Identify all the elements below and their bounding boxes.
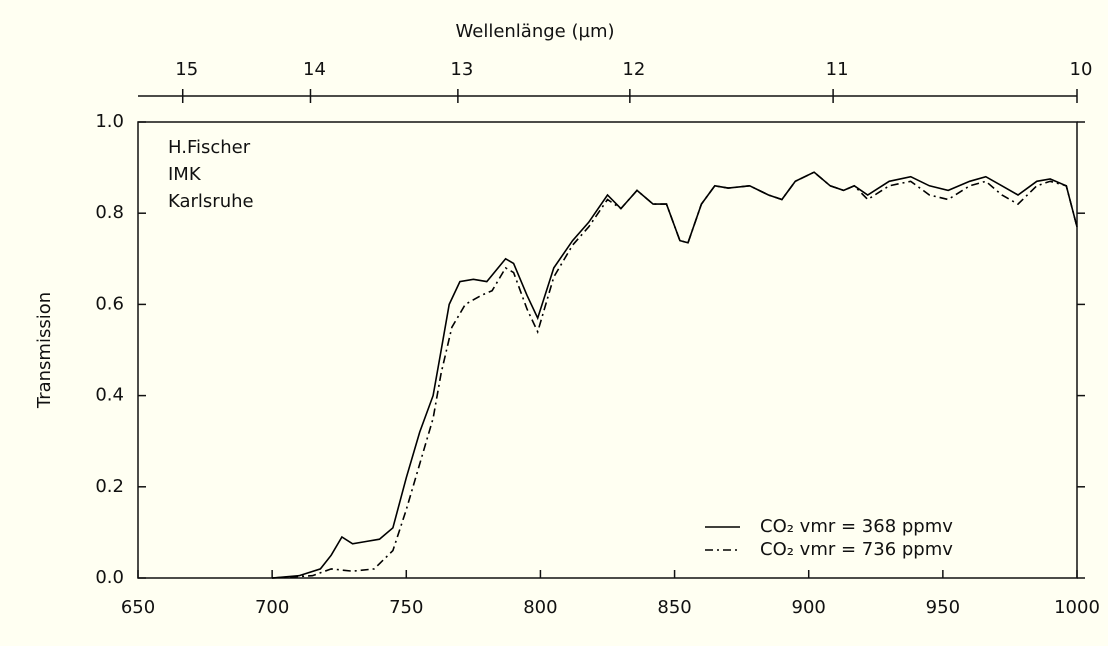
- annotation: IMK: [168, 164, 202, 185]
- y-tick-label: 0.4: [95, 385, 124, 406]
- x-tick-label: 800: [523, 597, 557, 618]
- x-tick-label: 850: [657, 597, 691, 618]
- x-tick-label: 700: [255, 597, 289, 618]
- x-tick-label: 1000: [1054, 597, 1100, 618]
- legend-label: CO₂ vmr = 736 ppmv: [760, 539, 953, 560]
- x-tick-label: 900: [792, 597, 826, 618]
- legend-label: CO₂ vmr = 368 ppmv: [760, 516, 953, 537]
- y-tick-label: 0.0: [95, 567, 124, 588]
- x2-tick-label: 11: [826, 59, 849, 80]
- y-tick-label: 0.8: [95, 202, 124, 223]
- top-axis-title: Wellenlänge (µm): [456, 21, 615, 42]
- annotation: Karlsruhe: [168, 191, 254, 212]
- x-tick-label: 650: [121, 597, 155, 618]
- plot-frame: [137, 121, 1078, 579]
- y-tick-label: 1.0: [95, 111, 124, 132]
- y-tick-label: 0.6: [95, 293, 124, 314]
- series-line: [272, 171, 1078, 579]
- x2-tick-label: 12: [622, 59, 645, 80]
- series-line: [272, 171, 1078, 579]
- x2-tick-label: 13: [450, 59, 473, 80]
- y-tick-label: 0.2: [95, 476, 124, 497]
- y-axis-title: Transmission: [34, 292, 55, 409]
- x-tick-label: 950: [926, 597, 960, 618]
- x2-tick-label: 10: [1070, 59, 1093, 80]
- x-tick-label: 750: [389, 597, 423, 618]
- x2-tick-label: 15: [175, 59, 198, 80]
- annotation: H.Fischer: [168, 137, 251, 158]
- x2-tick-label: 14: [303, 59, 326, 80]
